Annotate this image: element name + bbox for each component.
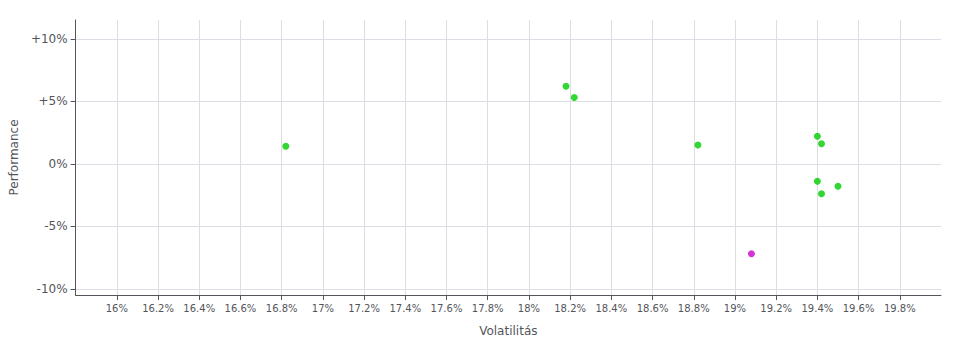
svg-text:Performance: Performance <box>7 119 21 195</box>
svg-text:18.6%: 18.6% <box>637 303 669 314</box>
svg-text:+10%: +10% <box>31 32 68 46</box>
svg-text:18.8%: 18.8% <box>678 303 710 314</box>
svg-text:17.8%: 17.8% <box>472 303 504 314</box>
svg-text:16%: 16% <box>106 303 128 314</box>
svg-text:+5%: +5% <box>39 94 68 108</box>
svg-text:18.2%: 18.2% <box>554 303 586 314</box>
svg-text:-10%: -10% <box>37 282 68 296</box>
svg-text:19.6%: 19.6% <box>843 303 875 314</box>
svg-text:18%: 18% <box>518 303 540 314</box>
svg-text:17%: 17% <box>312 303 334 314</box>
svg-text:0%: 0% <box>49 157 68 171</box>
svg-text:19.2%: 19.2% <box>760 303 792 314</box>
svg-text:19.4%: 19.4% <box>801 303 833 314</box>
svg-text:19.8%: 19.8% <box>884 303 916 314</box>
svg-text:16.2%: 16.2% <box>142 303 174 314</box>
svg-text:-5%: -5% <box>44 219 67 233</box>
svg-text:18.4%: 18.4% <box>595 303 627 314</box>
svg-text:17.6%: 17.6% <box>431 303 463 314</box>
svg-text:16.8%: 16.8% <box>266 303 298 314</box>
svg-text:19%: 19% <box>724 303 746 314</box>
svg-text:16.4%: 16.4% <box>183 303 215 314</box>
svg-text:16.6%: 16.6% <box>225 303 257 314</box>
svg-text:17.2%: 17.2% <box>348 303 380 314</box>
svg-text:17.4%: 17.4% <box>389 303 421 314</box>
svg-text:Volatilitás: Volatilitás <box>479 324 537 338</box>
